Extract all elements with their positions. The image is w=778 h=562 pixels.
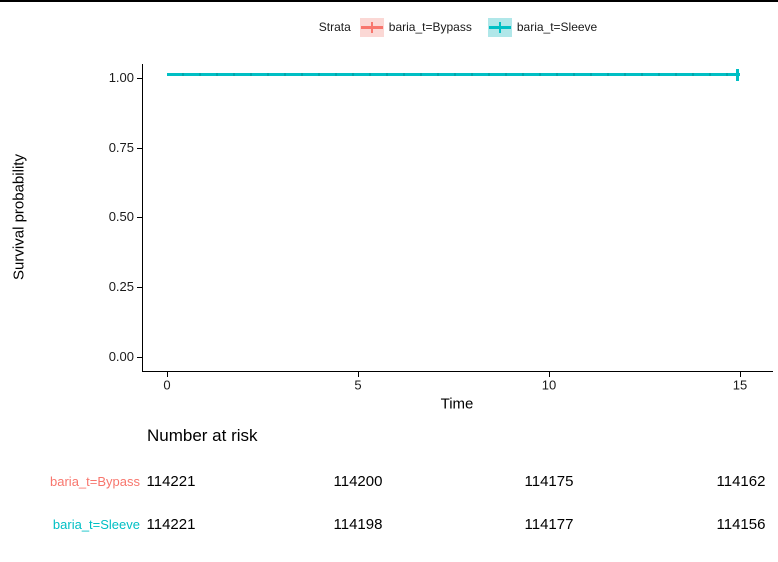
- y-tick-label: 0.00: [108, 349, 134, 364]
- legend: Strata baria_t=Bypass baria_t=Sleeve: [143, 16, 773, 38]
- risk-table-title: Number at risk: [147, 426, 258, 445]
- x-tick-mark: [358, 372, 359, 377]
- legend-key-sleeve: [487, 17, 512, 37]
- bypass-censor-plus-icon: [370, 21, 373, 33]
- x-tick-label: 0: [163, 377, 171, 393]
- y-tick-mark: [137, 287, 142, 288]
- sleeve-censor-plus-icon: [498, 21, 501, 33]
- y-tick-label: 0.25: [108, 279, 134, 294]
- survival-curve: [167, 73, 740, 76]
- x-tick-label: 10: [541, 377, 557, 393]
- y-axis-title: Survival probability: [10, 154, 28, 280]
- censor-mark-end: [736, 69, 739, 81]
- y-tick-mark: [137, 357, 142, 358]
- risk-value: 114177: [524, 516, 574, 533]
- x-tick-mark: [740, 372, 741, 377]
- x-tick-mark: [167, 372, 168, 377]
- risk-value: 114221: [146, 473, 196, 490]
- y-axis-line: [142, 64, 143, 371]
- legend-label-bypass: baria_t=Bypass: [388, 20, 472, 34]
- risk-row-label-sleeve: baria_t=Sleeve: [52, 517, 140, 532]
- y-tick-label: 0.50: [108, 209, 134, 224]
- risk-value: 114198: [333, 516, 383, 533]
- x-tick-label: 5: [354, 377, 362, 393]
- risk-value: 114175: [524, 473, 574, 490]
- risk-value: 114156: [716, 516, 766, 533]
- x-tick-mark: [549, 372, 550, 377]
- y-tick-label: 0.75: [108, 140, 134, 155]
- x-axis-line: [142, 371, 773, 372]
- risk-value: 114162: [716, 473, 766, 490]
- legend-title: Strata: [318, 20, 351, 34]
- y-tick-mark: [137, 217, 142, 218]
- legend-label-sleeve: baria_t=Sleeve: [516, 20, 598, 34]
- window-top-border: [0, 0, 778, 2]
- risk-row-label-bypass: baria_t=Bypass: [50, 474, 140, 489]
- y-tick-mark: [137, 148, 142, 149]
- x-axis-title: Time: [440, 395, 474, 413]
- y-tick-mark: [137, 78, 142, 79]
- risk-value: 114200: [333, 473, 383, 490]
- legend-key-bypass: [359, 17, 384, 37]
- risk-value: 114221: [146, 516, 196, 533]
- x-tick-label: 15: [732, 377, 748, 393]
- y-tick-label: 1.00: [108, 70, 134, 85]
